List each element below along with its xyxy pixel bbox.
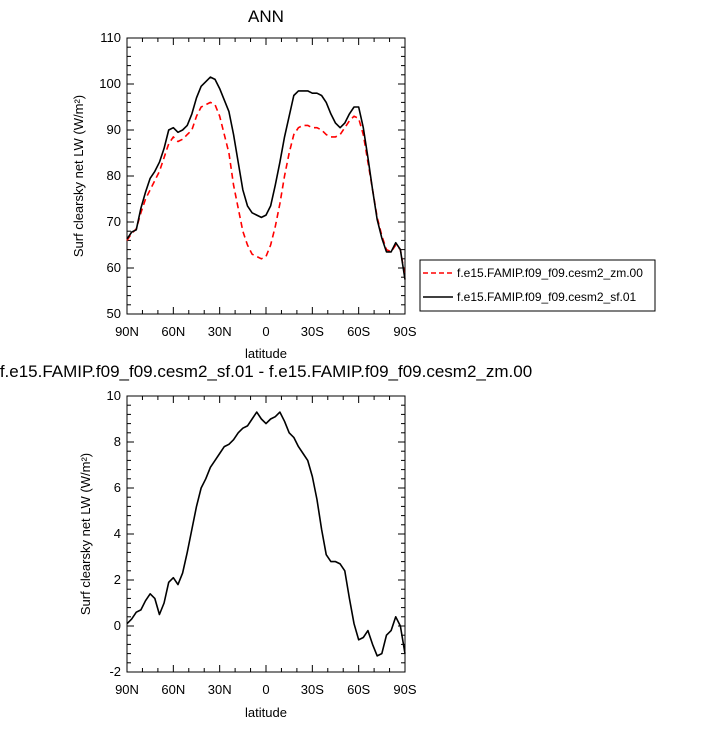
axis-ticks — [126, 37, 406, 315]
y-tick-label: 8 — [114, 434, 121, 449]
x-tick-label: 60S — [347, 324, 370, 339]
x-tick-label: 30N — [208, 324, 232, 339]
axis-ticks — [126, 395, 406, 673]
series-line — [126, 76, 406, 280]
y-tick-label: 10 — [107, 388, 121, 403]
legend-label-zm: f.e15.FAMIP.f09_f09.cesm2_zm.00 — [457, 266, 643, 280]
series-lines — [126, 411, 406, 657]
y-tick-label: 90 — [107, 122, 121, 137]
y-tick-label: 70 — [107, 214, 121, 229]
panel-top: ANN 50 60 70 80 90 100 110 90N 60N 30N 0 30S 60S 90S… — [71, 7, 417, 361]
y-tick-label: 60 — [107, 260, 121, 275]
x-tick-label: 60N — [161, 682, 185, 697]
x-tick-label: 30N — [208, 682, 232, 697]
y-tick-label: -2 — [109, 664, 121, 679]
chart-title: ANN — [248, 7, 284, 26]
plot-frame — [126, 37, 406, 315]
y-tick-label: 100 — [99, 76, 121, 91]
y-tick-labels: 50 60 70 80 90 100 110 — [99, 30, 121, 321]
y-tick-label: 0 — [114, 618, 121, 633]
x-tick-labels: 90N 60N 30N 0 30S 60S 90S — [115, 682, 417, 697]
y-axis-label: Surf clearsky net LW (W/m²) — [78, 453, 93, 615]
x-tick-label: 30S — [301, 324, 324, 339]
x-tick-labels: 90N 60N 30N 0 30S 60S 90S — [115, 324, 417, 339]
series-line — [126, 411, 406, 657]
y-tick-label: 6 — [114, 480, 121, 495]
x-tick-label: 0 — [262, 682, 269, 697]
panel-bottom: f.e15.FAMIP.f09_f09.cesm2_sf.01 - f.e15.… — [0, 362, 532, 720]
legend-label-sf: f.e15.FAMIP.f09_f09.cesm2_sf.01 — [457, 290, 637, 304]
x-tick-label: 60S — [347, 682, 370, 697]
x-tick-label: 30S — [301, 682, 324, 697]
y-tick-label: 110 — [100, 30, 121, 45]
y-tick-labels: -2 0 2 4 6 8 10 — [107, 388, 121, 679]
legend-box — [419, 259, 656, 312]
y-tick-label: 2 — [114, 572, 121, 587]
x-axis-label: latitude — [245, 705, 287, 720]
x-tick-label: 60N — [161, 324, 185, 339]
x-tick-label: 90S — [393, 682, 416, 697]
y-tick-label: 4 — [114, 526, 121, 541]
x-tick-label: 90S — [393, 324, 416, 339]
y-tick-label: 80 — [107, 168, 121, 183]
x-tick-label: 90N — [115, 682, 139, 697]
series-line — [126, 101, 406, 278]
plot-frame — [126, 395, 406, 673]
x-tick-label: 90N — [115, 324, 139, 339]
difference-title: f.e15.FAMIP.f09_f09.cesm2_sf.01 - f.e15.… — [0, 362, 532, 381]
y-tick-label: 50 — [107, 306, 121, 321]
x-axis-label: latitude — [245, 346, 287, 361]
x-tick-label: 0 — [262, 324, 269, 339]
y-axis-label: Surf clearsky net LW (W/m²) — [71, 95, 86, 257]
legend: f.e15.FAMIP.f09_f09.cesm2_zm.00 f.e15.FA… — [419, 259, 656, 312]
series-lines — [126, 76, 406, 280]
